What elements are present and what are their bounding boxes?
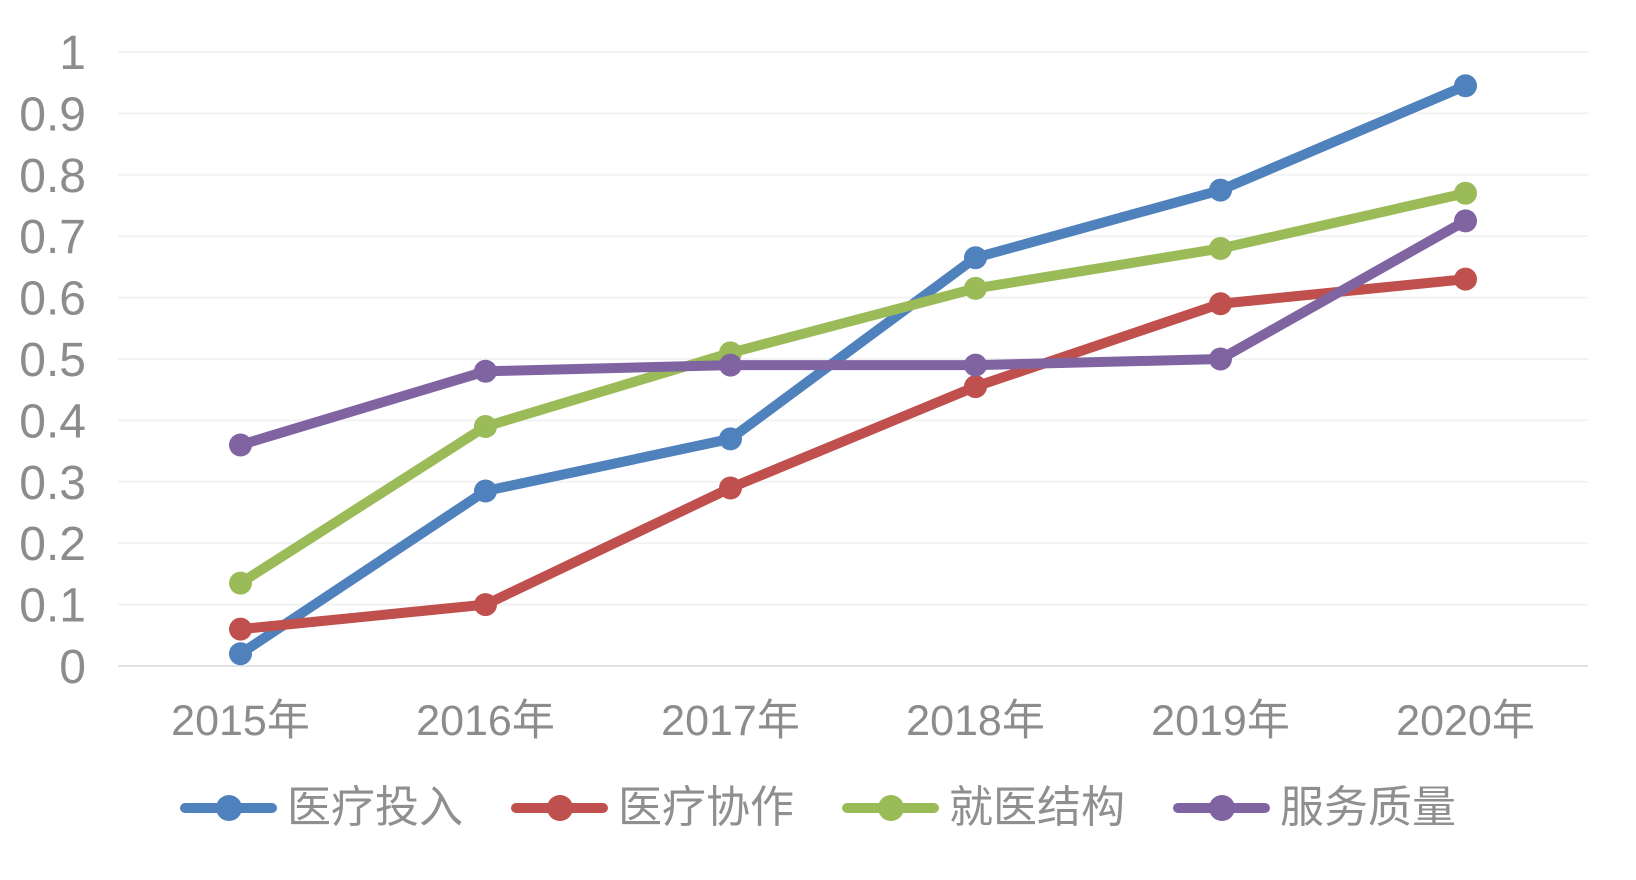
- legend-item-1: 医疗投入: [180, 786, 463, 830]
- y-tick-label: 0.4: [19, 395, 86, 448]
- series-4-point: [964, 353, 987, 377]
- series-2-point: [1209, 292, 1232, 316]
- y-tick-label: 0.3: [19, 457, 86, 510]
- y-tick-label: 0.7: [19, 211, 86, 264]
- legend-line-marker-icon: [511, 795, 608, 821]
- series-4-point: [229, 433, 252, 457]
- x-tick-label: 2019年: [1151, 697, 1290, 745]
- legend-dot-icon: [1208, 795, 1235, 821]
- x-tick-label: 2020年: [1396, 697, 1535, 745]
- y-tick-label: 0.6: [19, 273, 86, 326]
- series-1-point: [964, 246, 987, 270]
- legend-item-4: 服务质量: [1173, 786, 1456, 830]
- legend-label: 服务质量: [1280, 783, 1456, 832]
- y-tick-label: 0.9: [19, 88, 86, 141]
- series-1-point: [1209, 178, 1232, 202]
- legend-label: 医疗协作: [618, 783, 794, 832]
- series-3-point: [229, 571, 252, 595]
- chart-legend: 医疗投入 医疗协作 就医结构 服务质量: [0, 786, 1636, 830]
- series-1-line: [235, 80, 1471, 659]
- series-3-point: [964, 276, 987, 300]
- series-1-point: [474, 479, 497, 503]
- x-tick-label: 2015年: [171, 697, 310, 745]
- series-4-point: [1454, 209, 1477, 233]
- series-4-line: [235, 215, 1471, 450]
- series-4-point: [1209, 347, 1232, 371]
- series-3-point: [474, 415, 497, 439]
- legend-label: 就医结构: [949, 783, 1125, 832]
- series-2-point: [964, 375, 987, 399]
- y-tick-label: 0.2: [19, 518, 86, 571]
- series-2-line: [235, 274, 1471, 635]
- series-2-point: [719, 476, 742, 500]
- legend-label: 医疗投入: [287, 783, 463, 832]
- x-tick-label: 2017年: [661, 697, 800, 745]
- legend-line-marker-icon: [1173, 795, 1270, 821]
- x-tick-label: 2016年: [416, 697, 555, 745]
- series-1-point: [719, 427, 742, 451]
- series-2-point: [474, 593, 497, 617]
- series-3-line: [235, 188, 1471, 589]
- series-4-point: [719, 353, 742, 377]
- series-3-point: [1209, 236, 1232, 260]
- legend-dot-icon: [215, 795, 242, 821]
- y-tick-label: 0.8: [19, 150, 86, 203]
- legend-item-2: 医疗协作: [511, 786, 794, 830]
- y-tick-label: 0: [59, 641, 86, 694]
- series-1-point: [1454, 74, 1477, 98]
- series-3-point: [1454, 181, 1477, 205]
- y-tick-label: 1: [59, 27, 86, 80]
- x-tick-label: 2018年: [906, 697, 1045, 745]
- series-2-point: [1454, 267, 1477, 291]
- legend-dot-icon: [877, 795, 904, 821]
- legend-line-marker-icon: [842, 795, 939, 821]
- legend-item-3: 就医结构: [842, 786, 1125, 830]
- y-tick-label: 0.5: [19, 334, 86, 387]
- y-tick-label: 0.1: [19, 580, 86, 633]
- legend-dot-icon: [546, 795, 573, 821]
- series-2-point: [229, 617, 252, 641]
- series-4-point: [474, 359, 497, 383]
- series-1-point: [229, 642, 252, 666]
- legend-line-marker-icon: [180, 795, 277, 821]
